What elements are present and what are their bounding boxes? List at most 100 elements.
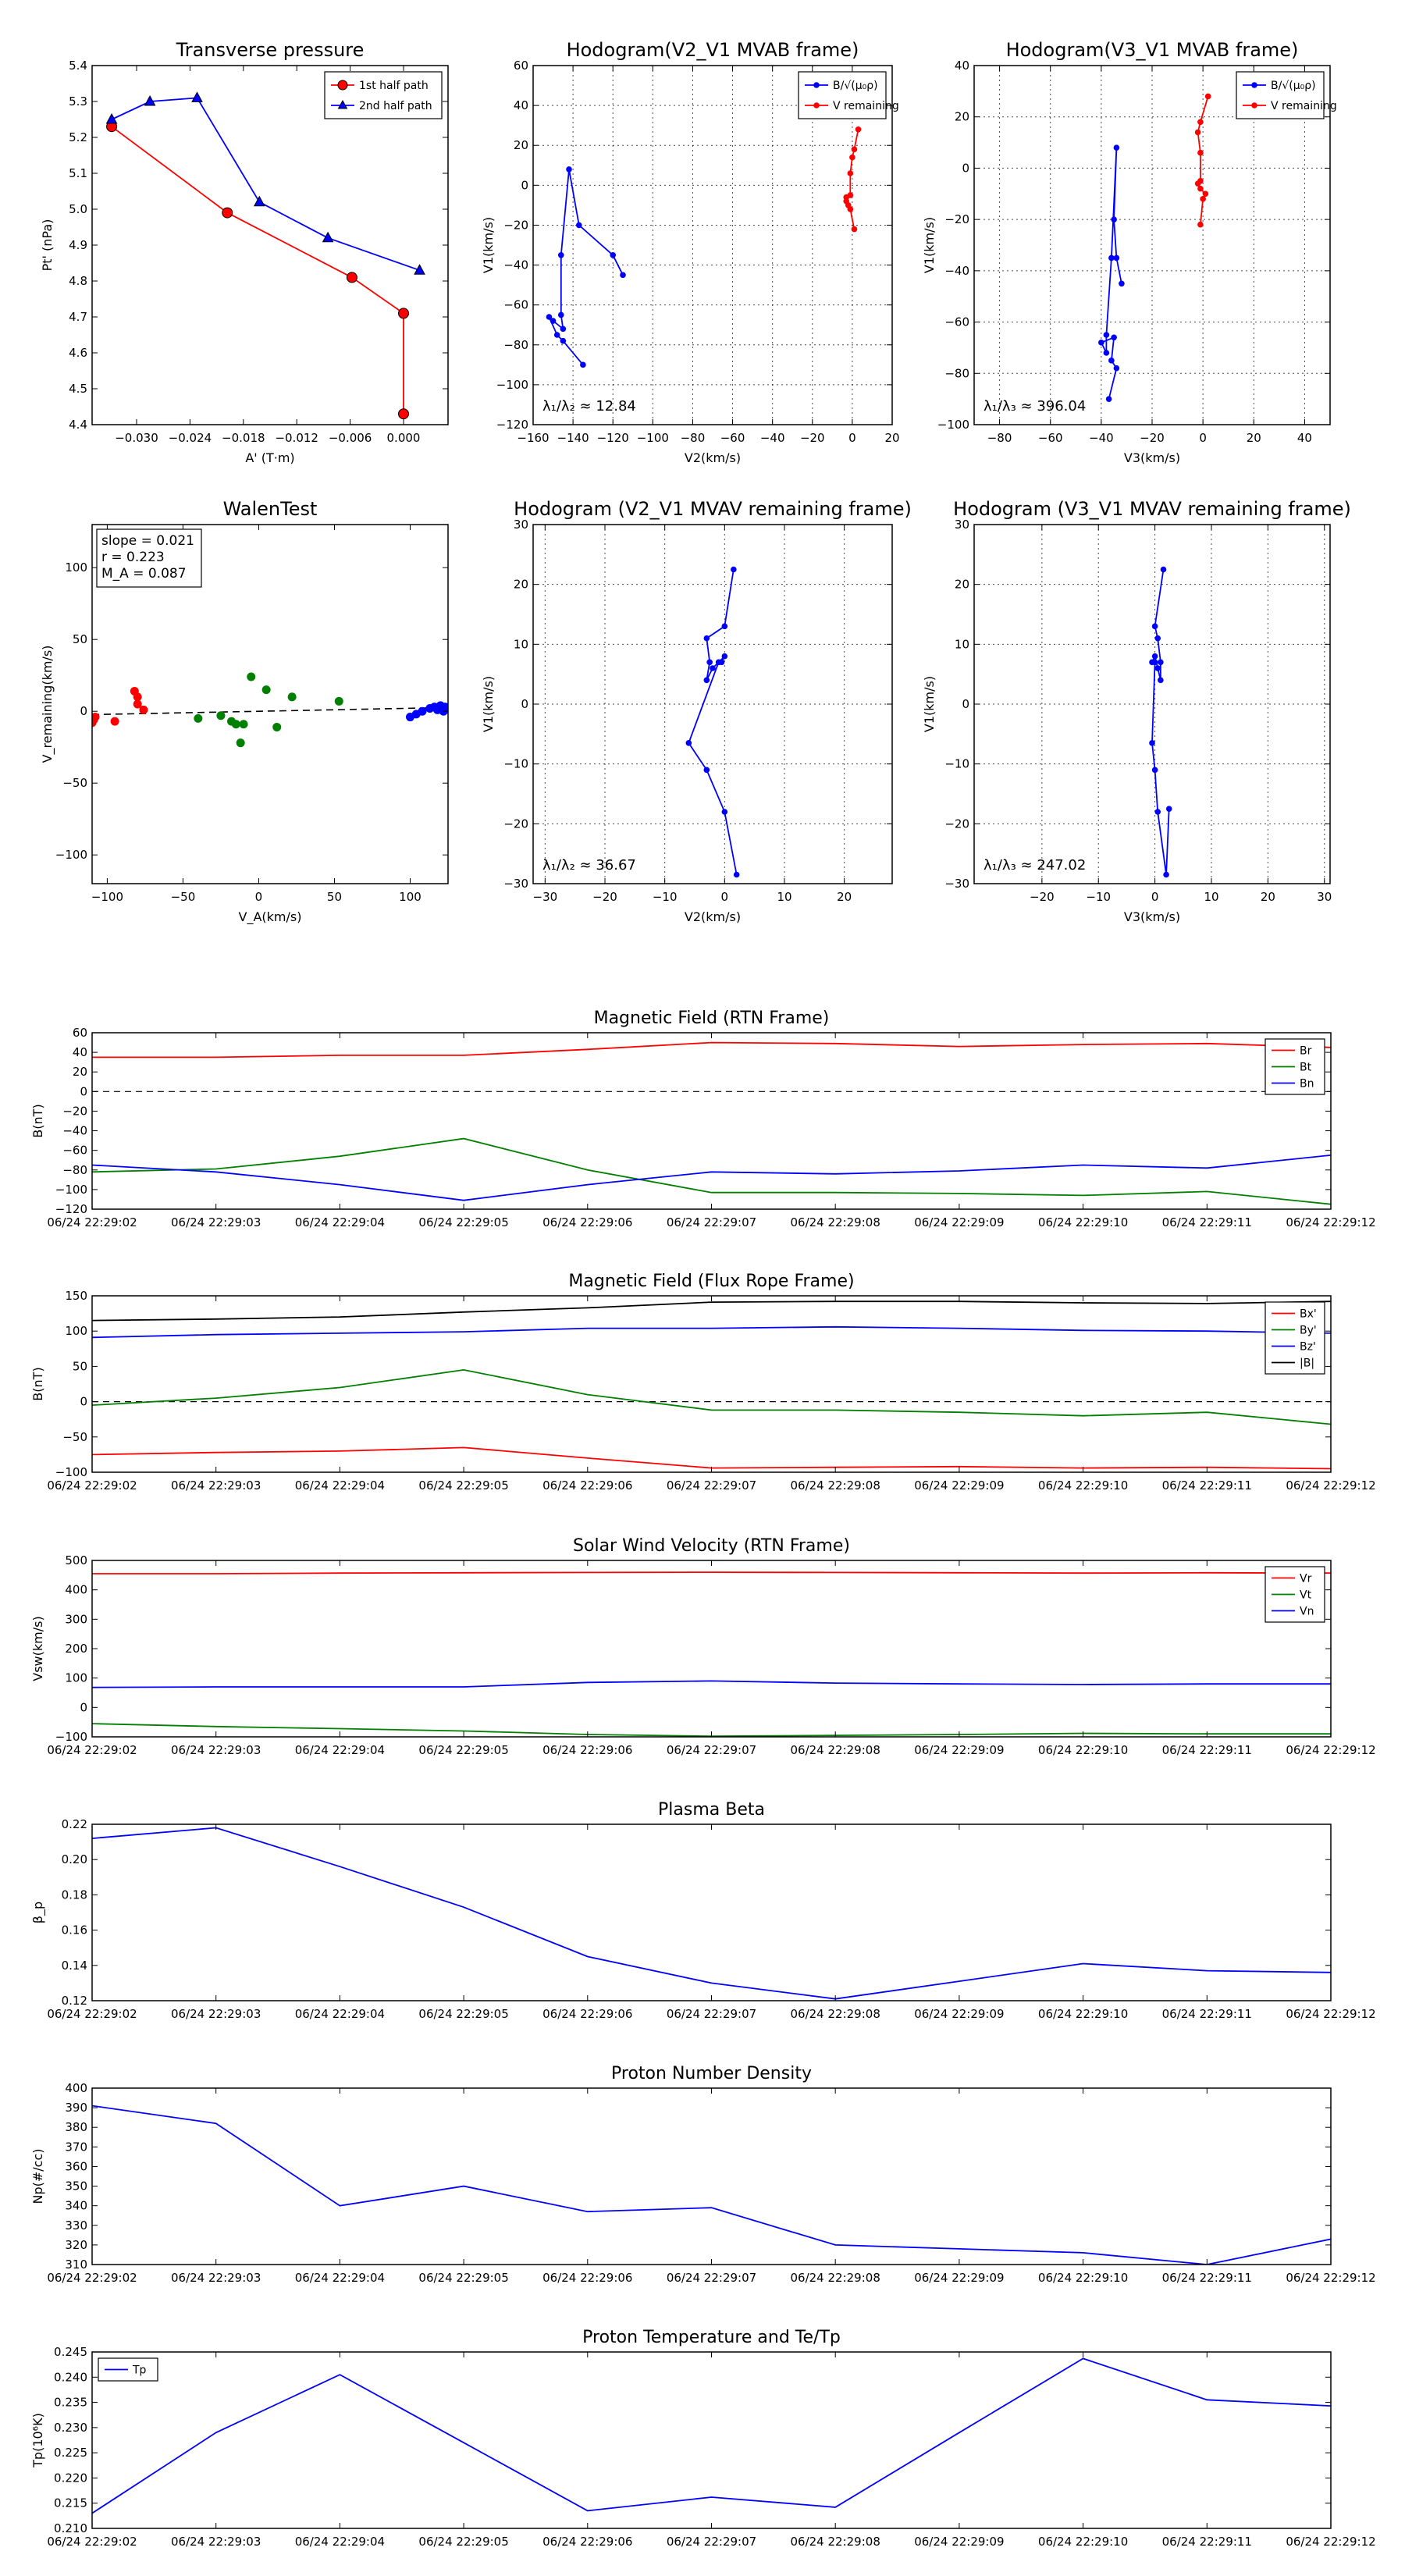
data-point — [92, 713, 100, 722]
data-point — [398, 408, 409, 420]
x-tick-label: −0.006 — [329, 431, 372, 445]
y-tick-label: 300 — [65, 1612, 87, 1626]
series-line-2 — [92, 1155, 1331, 1201]
data-point — [1163, 871, 1169, 878]
series-line-0 — [688, 569, 738, 875]
chart-title: Transverse pressure — [176, 39, 365, 61]
data-point — [222, 207, 233, 219]
y-tick-label: −100 — [55, 1183, 87, 1197]
y-tick-label: 60 — [73, 1026, 87, 1040]
legend-label: B/√(μ₀ρ) — [833, 80, 878, 92]
data-point — [610, 251, 617, 258]
data-point — [191, 91, 203, 102]
x-tick-label: 06/24 22:29:08 — [791, 1215, 880, 1229]
x-tick-label: 06/24 22:29:11 — [1162, 2007, 1252, 2021]
data-point — [851, 226, 858, 233]
x-tick-label: 06/24 22:29:12 — [1286, 2271, 1375, 2285]
x-tick-label: 06/24 22:29:12 — [1286, 2007, 1375, 2021]
y-axis-label: V1(km/s) — [922, 217, 937, 273]
y-tick-label: 4.4 — [69, 418, 87, 432]
legend-label: By' — [1300, 1325, 1317, 1337]
y-tick-label: 20 — [73, 1065, 87, 1079]
data-point — [194, 713, 203, 723]
x-tick-label: 06/24 22:29:02 — [47, 2535, 137, 2549]
axes-frame — [91, 2087, 1332, 2265]
y-tick-label: 150 — [65, 1289, 87, 1303]
x-axis-label: V2(km/s) — [685, 909, 741, 924]
x-tick-label: −10 — [1086, 890, 1111, 904]
legend-label: Vn — [1300, 1606, 1314, 1618]
y-tick-label: 390 — [65, 2101, 87, 2115]
x-tick-label: 06/24 22:29:03 — [171, 2535, 261, 2549]
y-tick-label: 400 — [65, 2081, 87, 2095]
series-line-0 — [92, 1446, 1331, 1470]
y-tick-label: −50 — [62, 1430, 87, 1444]
panel-p4: −100 −50 0 50 100 −100 −50 0 50 100 WalenTest V_A(k… — [40, 498, 449, 925]
data-point — [685, 740, 692, 746]
data-point — [557, 251, 564, 258]
x-tick-label: 06/24 22:29:02 — [47, 1743, 137, 1757]
x-tick-label: 06/24 22:29:05 — [418, 1743, 508, 1757]
eigen-ratio-annotation: λ₁/λ₂ ≈ 36.67 — [542, 857, 636, 873]
x-tick-label: 06/24 22:29:05 — [418, 2535, 508, 2549]
y-tick-label: −20 — [503, 817, 528, 831]
chart-title: Proton Temperature and Te/Tp — [582, 2328, 841, 2347]
panel-t4: 06/24 22:29:02 06/24 22:29:03 06/24 22:29:… — [30, 1800, 1376, 2021]
y-tick-label: 0.18 — [62, 1888, 87, 1902]
x-tick-label: −20 — [1140, 431, 1165, 445]
eigen-ratio-annotation: λ₁/λ₃ ≈ 396.04 — [984, 398, 1086, 415]
y-tick-label: 4.9 — [69, 238, 87, 252]
x-tick-label: 06/24 22:29:05 — [418, 2271, 508, 2285]
x-tick-label: 06/24 22:29:06 — [542, 2007, 632, 2021]
data-point — [721, 653, 728, 660]
data-point — [1111, 334, 1117, 341]
y-axis-label: Np(#/cc) — [30, 2149, 45, 2204]
y-tick-label: −40 — [944, 264, 969, 278]
data-point — [1113, 144, 1120, 151]
data-point — [133, 699, 142, 709]
x-tick-label: −0.018 — [222, 431, 265, 445]
stats-line: M_A = 0.087 — [101, 566, 187, 582]
x-tick-label: 06/24 22:29:03 — [171, 1478, 261, 1493]
x-tick-label: 100 — [399, 890, 422, 904]
x-tick-label: 06/24 22:29:03 — [171, 2271, 261, 2285]
data-point — [1151, 767, 1158, 774]
data-point — [566, 166, 572, 173]
legend-marker — [1251, 102, 1257, 109]
data-point — [346, 272, 357, 283]
y-tick-label: −20 — [944, 212, 969, 226]
plot-area — [1149, 566, 1172, 878]
x-tick-label: 06/24 22:29:03 — [171, 1743, 261, 1757]
series-line-0 — [111, 126, 404, 415]
legend-label: Tp — [132, 2364, 147, 2377]
y-tick-label: 0 — [521, 697, 528, 711]
y-tick-label: −40 — [62, 1124, 87, 1138]
y-tick-label: 5.3 — [69, 94, 87, 109]
x-tick-label: 06/24 22:29:04 — [295, 2271, 385, 2285]
y-tick-label: 320 — [65, 2238, 87, 2252]
data-point — [580, 361, 586, 368]
data-point — [1158, 677, 1164, 684]
y-tick-label: −120 — [55, 1202, 87, 1216]
data-point — [1151, 659, 1158, 666]
x-axis-label: V2(km/s) — [685, 450, 741, 465]
data-point — [414, 264, 425, 275]
legend-marker — [337, 99, 348, 109]
x-tick-label: 06/24 22:29:08 — [791, 2271, 880, 2285]
data-point — [553, 332, 560, 338]
y-tick-label: −80 — [503, 338, 528, 352]
series-line-0 — [92, 1571, 1331, 1574]
x-tick-label: 0 — [255, 890, 263, 904]
legend-label: Bz' — [1300, 1341, 1316, 1354]
x-tick-label: 06/24 22:29:04 — [295, 2535, 385, 2549]
x-tick-label: 06/24 22:29:02 — [47, 2007, 137, 2021]
x-tick-label: 06/24 22:29:04 — [295, 2007, 385, 2021]
y-tick-label: 0 — [962, 161, 969, 175]
x-tick-label: 06/24 22:29:05 — [418, 1215, 508, 1229]
data-point — [847, 170, 854, 176]
y-tick-label: 100 — [65, 1324, 87, 1338]
data-point — [1154, 809, 1161, 815]
legend-box — [798, 71, 887, 119]
